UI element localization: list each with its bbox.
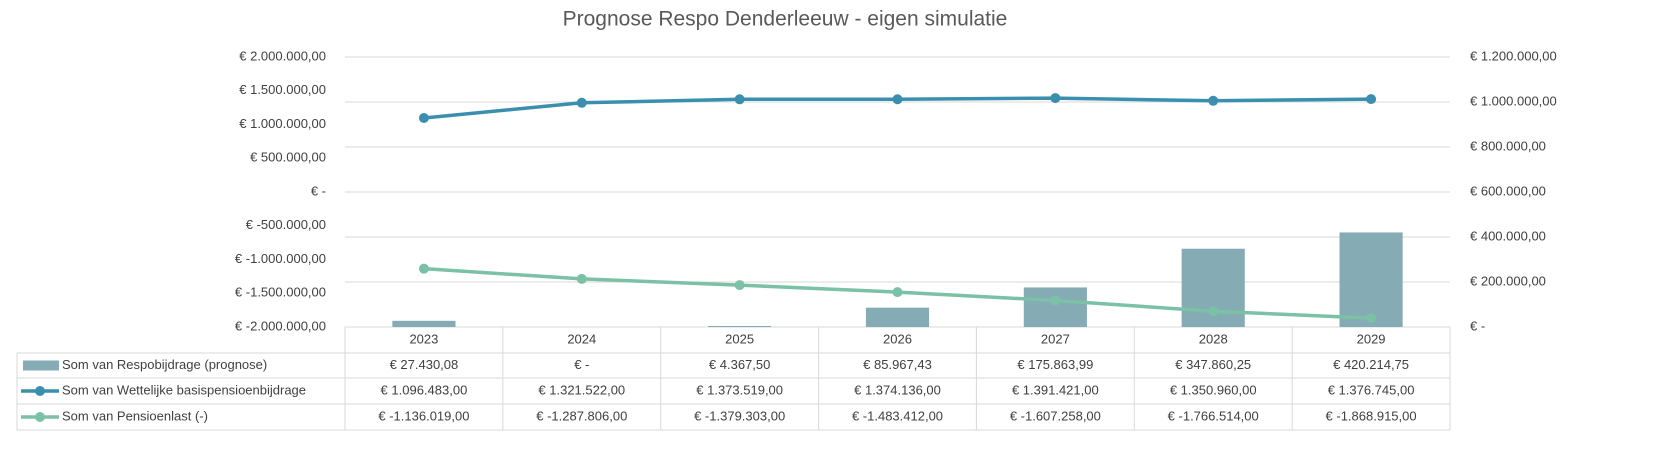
marker [576,273,587,284]
x-tick-label: 2028 [1199,331,1228,346]
x-tick-label: 2026 [883,331,912,346]
marker [892,287,903,298]
table-cell: € 1.391.421,00 [1012,382,1099,397]
table-cell: € 1.350.960,00 [1170,382,1257,397]
marker [1366,313,1377,324]
table-cell: € 175.863,99 [1017,357,1093,372]
y2-tick-label: € 1.200.000,00 [1470,48,1557,63]
table-cell: € 4.367,50 [709,357,770,372]
y-tick-label: € 1.000.000,00 [239,116,326,131]
marker [1366,94,1377,105]
y-tick-label: € -1.500.000,00 [235,285,326,300]
table-cell: € -1.287.806,00 [536,408,627,423]
marker [1208,306,1219,317]
table-cell: € 1.374.136,00 [854,382,941,397]
x-tick-label: 2025 [725,331,754,346]
marker [734,280,745,291]
bar [708,326,772,327]
table-cell: € 27.430,08 [390,357,459,372]
table-cell: € -1.607.258,00 [1010,408,1101,423]
x-tick-label: 2029 [1357,331,1386,346]
bar [1023,287,1087,327]
bar [1339,232,1403,327]
y-tick-label: € 1.500.000,00 [239,82,326,97]
y-tick-label: € -500.000,00 [246,217,326,232]
marker [1050,93,1061,104]
y-tick-label: € 500.000,00 [250,150,326,165]
legend-label: Som van Respobijdrage (prognose) [62,357,267,372]
y2-tick-label: € 1.000.000,00 [1470,93,1557,108]
table-cell: € -1.136.019,00 [378,408,469,423]
legend-key [23,360,59,371]
legend-key [35,386,45,396]
table-cell: € -1.868.915,00 [1326,408,1417,423]
y-tick-label: € -2.000.000,00 [235,318,326,333]
table-cell: € 85.967,43 [863,357,932,372]
chart-title: Prognose Respo Denderleeuw - eigen simul… [563,8,1008,31]
marker [418,263,429,274]
table-cell: € -1.766.514,00 [1168,408,1259,423]
marker [892,94,903,105]
marker [734,94,745,105]
table-cell: € 347.860,25 [1175,357,1251,372]
table-cell: € 1.376.745,00 [1328,382,1415,397]
table-cell: € -1.483.412,00 [852,408,943,423]
y2-tick-label: € 400.000,00 [1470,228,1546,243]
x-tick-label: 2027 [1041,331,1070,346]
y2-tick-label: € 800.000,00 [1470,138,1546,153]
bar [865,307,930,327]
table-cell: € - [574,357,589,372]
y2-tick-label: € - [1470,318,1485,333]
legend-label: Som van Pensioenlast (-) [62,408,208,423]
y-tick-label: € 2.000.000,00 [239,48,326,63]
table-cell: € -1.379.303,00 [694,408,785,423]
table-cell: € 1.096.483,00 [381,382,468,397]
marker [1208,95,1219,106]
legend-key [35,412,45,422]
legend-label: Som van Wettelijke basispensioenbijdrage [62,382,306,397]
y-tick-label: € -1.000.000,00 [235,251,326,266]
y2-tick-label: € 600.000,00 [1470,183,1546,198]
x-tick-label: 2023 [409,331,438,346]
marker [576,97,587,108]
table-cell: € 1.321.522,00 [538,382,625,397]
bar [392,320,456,327]
y2-tick-label: € 200.000,00 [1470,273,1546,288]
table-cell: € 1.373.519,00 [696,382,783,397]
marker [1050,295,1061,306]
marker [418,112,429,123]
y-tick-label: € - [311,183,326,198]
table-cell: € 420.214,75 [1333,357,1409,372]
x-tick-label: 2024 [567,331,596,346]
